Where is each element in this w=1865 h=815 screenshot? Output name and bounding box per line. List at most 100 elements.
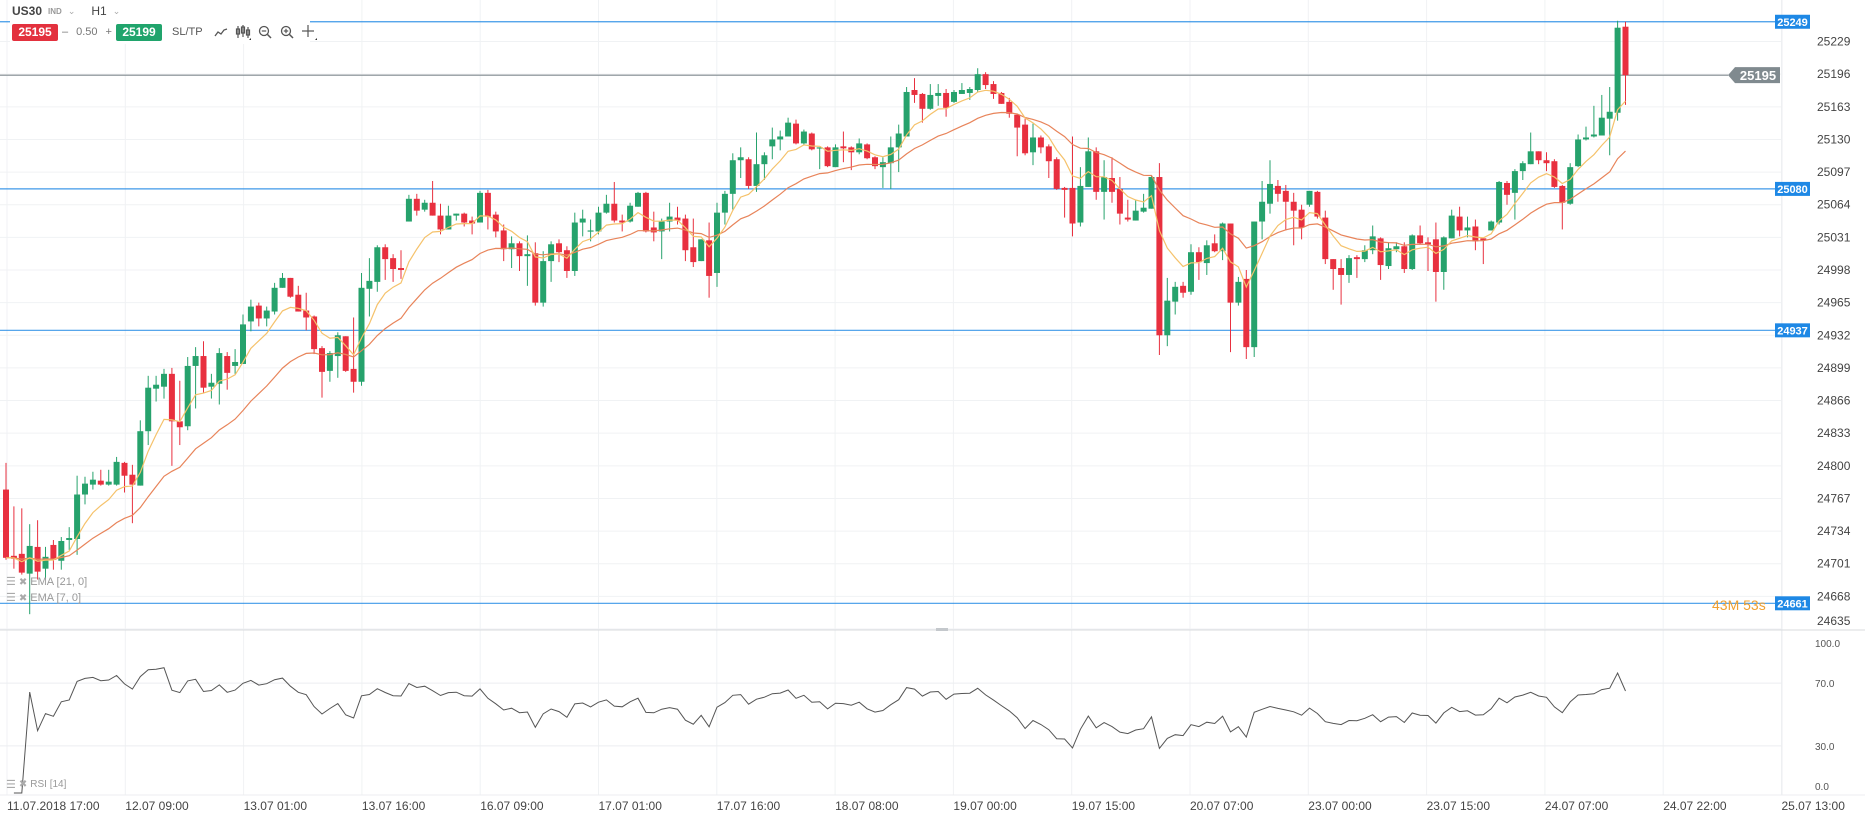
candle-body [326,353,333,371]
candle-body [1116,188,1123,214]
ema-fast-label[interactable]: EMA [7, 0] [30,592,82,604]
candle-body [1409,235,1416,270]
candle-body [706,240,713,276]
remove-indicator-icon[interactable]: ✖ [18,577,28,588]
menu-icon[interactable]: ☰ [6,592,16,604]
candle [1227,223,1234,353]
ema-fast-legend: ☰ ✖ EMA [7, 0] [6,592,81,605]
instrument-row: US30 IND ⌄ H1 ⌄ [12,3,130,19]
level-tag-label: 24661 [1777,598,1808,610]
time-tick-label: 19.07 15:00 [1072,799,1136,813]
candle [1022,118,1029,156]
volume-stepper[interactable]: – 0.50 + [58,26,116,38]
candle [390,254,397,282]
candle [176,380,183,446]
symbol-class: IND [48,6,62,16]
volume-value[interactable]: 0.50 [76,26,98,38]
remove-indicator-icon[interactable]: ✖ [18,593,28,604]
level-tag[interactable]: 25080 [1775,181,1810,196]
candle-body [714,212,720,273]
candlestick-icon[interactable] [233,23,253,41]
candle [421,199,428,212]
timeframe-select[interactable]: H1 [91,4,107,18]
candle-body [958,90,965,94]
candle-body [690,247,697,263]
volume-increase-button[interactable]: + [105,26,112,38]
candle-body [658,221,665,232]
candle-body [461,213,468,223]
candle-body [1401,246,1408,270]
candle [232,349,239,374]
price-tick-label: 25130 [1817,132,1851,146]
price-tick-label: 25163 [1817,100,1851,114]
candle-body [919,93,926,109]
candle-body [1172,286,1179,302]
candle-body [1085,151,1092,187]
candle [1425,237,1431,271]
candle-body [1235,281,1242,303]
candle [1511,169,1518,220]
symbol-name[interactable]: US30 [12,4,43,18]
zoom-out-icon[interactable] [255,23,275,41]
sell-button[interactable]: 25195 [12,23,58,41]
zoom-in-icon[interactable] [277,23,297,41]
rsi-label[interactable]: RSI [14] [30,779,67,790]
level-tag[interactable]: 24661 [1775,596,1810,611]
symbol-chevron-down-icon[interactable]: ⌄ [67,5,76,16]
sltp-button[interactable]: SL/TP [172,26,203,38]
candle-body [390,258,397,270]
candle [761,152,768,180]
candle [532,242,539,306]
time-tick-label: 19.07 00:00 [953,799,1017,813]
menu-icon[interactable]: ☰ [6,779,16,791]
level-tag[interactable]: 25249 [1775,14,1810,29]
timeframe-chevron-down-icon[interactable]: ⌄ [112,5,121,16]
candle [1243,270,1250,360]
candle [927,84,934,110]
candle-body [1432,239,1439,272]
buy-button[interactable]: 25199 [116,23,162,41]
candle [240,314,246,364]
candle [168,367,175,466]
candle-body [445,215,452,230]
level-tag[interactable]: 24937 [1775,323,1810,338]
remove-indicator-icon[interactable]: ✖ [18,779,28,790]
candle [785,117,792,137]
volume-decrease-button[interactable]: – [62,26,69,38]
candle-body [50,544,57,560]
candle [1606,87,1613,156]
candle [1006,97,1013,118]
candle-body [508,243,515,250]
current-price-tag: 25195 [1728,67,1780,84]
candle [990,81,997,99]
candle [271,282,278,315]
ema-slow-label[interactable]: EMA [21, 0] [30,576,88,588]
candle [951,90,957,103]
candle-body [1606,111,1613,119]
rsi-tick-label: 30.0 [1815,742,1835,753]
candle [516,241,523,271]
candle-body [1417,235,1424,244]
candle-body [721,193,728,213]
candle-body [642,192,649,232]
pane-resize-handle[interactable] [936,628,948,631]
candle [34,520,41,580]
menu-icon[interactable]: ☰ [6,576,16,588]
candle-body [113,461,120,485]
candle [903,87,910,137]
candle-body [1353,257,1360,260]
candle [1093,147,1100,200]
line-chart-icon[interactable] [211,23,231,41]
candle-body [1385,248,1392,267]
crosshair-icon[interactable] [299,23,319,41]
candle [121,461,128,493]
candle [650,211,657,242]
candle [611,181,618,223]
candle-body [1583,137,1589,140]
candle-body [595,212,602,232]
candle [437,203,444,235]
candle-body [627,205,634,222]
candle-body [911,90,918,95]
candle [1432,222,1439,302]
